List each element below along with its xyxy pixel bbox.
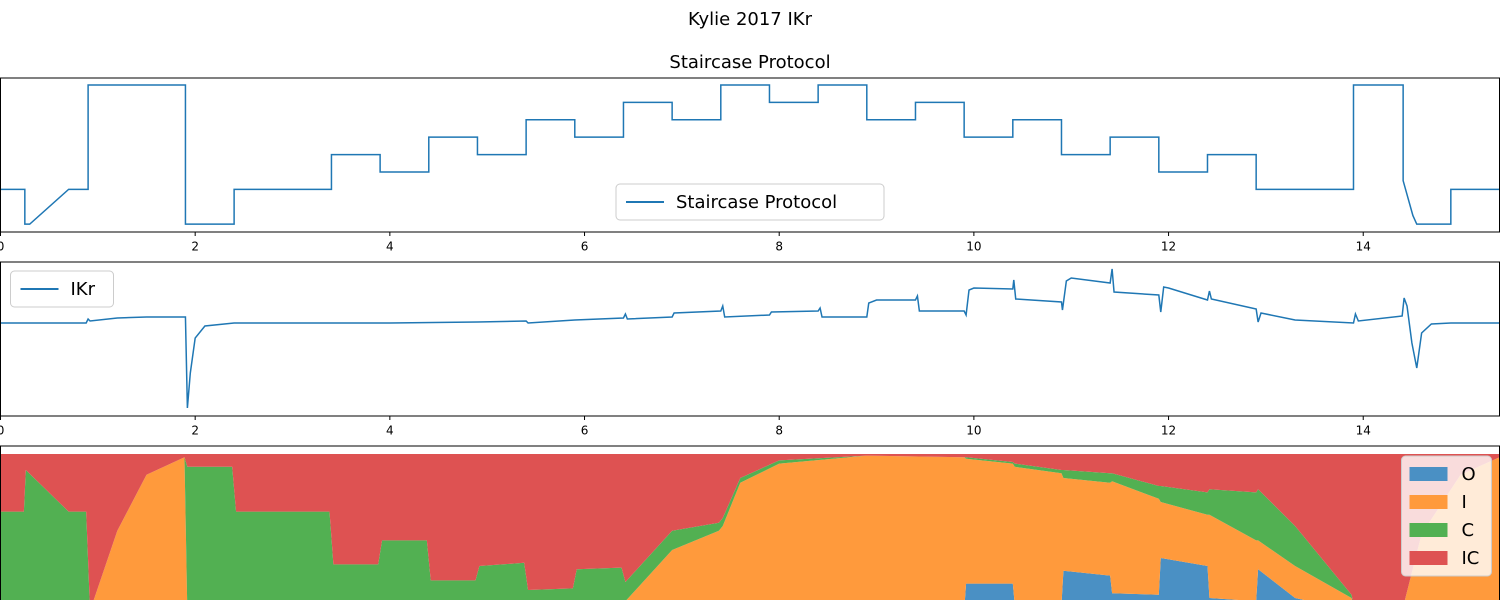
x-tick-label: 8	[775, 240, 783, 254]
x-tick-label: 10	[966, 424, 981, 438]
subplot: Staircase Protocol 0 2 4 6 8 10 12 14 Staircase P…	[0, 52, 1500, 254]
legend-swatch	[1409, 495, 1448, 509]
x-tick-label: 0	[0, 424, 4, 438]
plot-area	[0, 84, 1500, 225]
x-tick-label: 10	[966, 240, 981, 254]
x-tick-label: 6	[581, 240, 589, 254]
area	[0, 455, 1500, 600]
area	[964, 558, 1304, 600]
x-tick-label: 4	[386, 424, 394, 438]
x-tick-label: 8	[775, 424, 783, 438]
figure-title: Kylie 2017 IKr	[688, 9, 813, 30]
x-tick-label: 6	[581, 424, 589, 438]
x-tick-label: 0	[0, 240, 4, 254]
subplot-title: Staircase Protocol	[669, 52, 830, 73]
axes-frame	[0, 261, 1500, 417]
legend-label: C	[1462, 520, 1475, 541]
legend-box	[1401, 455, 1492, 577]
x-tick-label: 2	[191, 424, 199, 438]
legend-swatch	[1409, 467, 1448, 481]
area	[93, 455, 1500, 600]
subplot: 0 2 4 6 8 10 12 14 IKr	[0, 261, 1500, 438]
data-line	[0, 84, 1500, 225]
plot-area	[0, 268, 1500, 409]
legend-box	[615, 183, 885, 221]
legend-label: IKr	[71, 279, 96, 300]
x-tick-label: 14	[1356, 424, 1371, 438]
x-tick-label: 14	[1356, 240, 1371, 254]
x-tick-label: 2	[191, 240, 199, 254]
area	[0, 454, 1500, 600]
x-tick-label: 4	[386, 240, 394, 254]
data-line	[0, 268, 1500, 409]
legend-label: I	[1462, 492, 1467, 513]
legend-swatch	[1409, 523, 1448, 537]
legend-label: IC	[1462, 548, 1480, 569]
legend-label: Staircase Protocol	[676, 192, 837, 213]
x-tick-label: 12	[1161, 240, 1176, 254]
plot-area	[0, 454, 1500, 600]
legend-swatch	[1409, 551, 1448, 565]
legend-box	[10, 270, 114, 308]
legend-label: O	[1462, 464, 1476, 485]
x-tick-label: 12	[1161, 424, 1176, 438]
